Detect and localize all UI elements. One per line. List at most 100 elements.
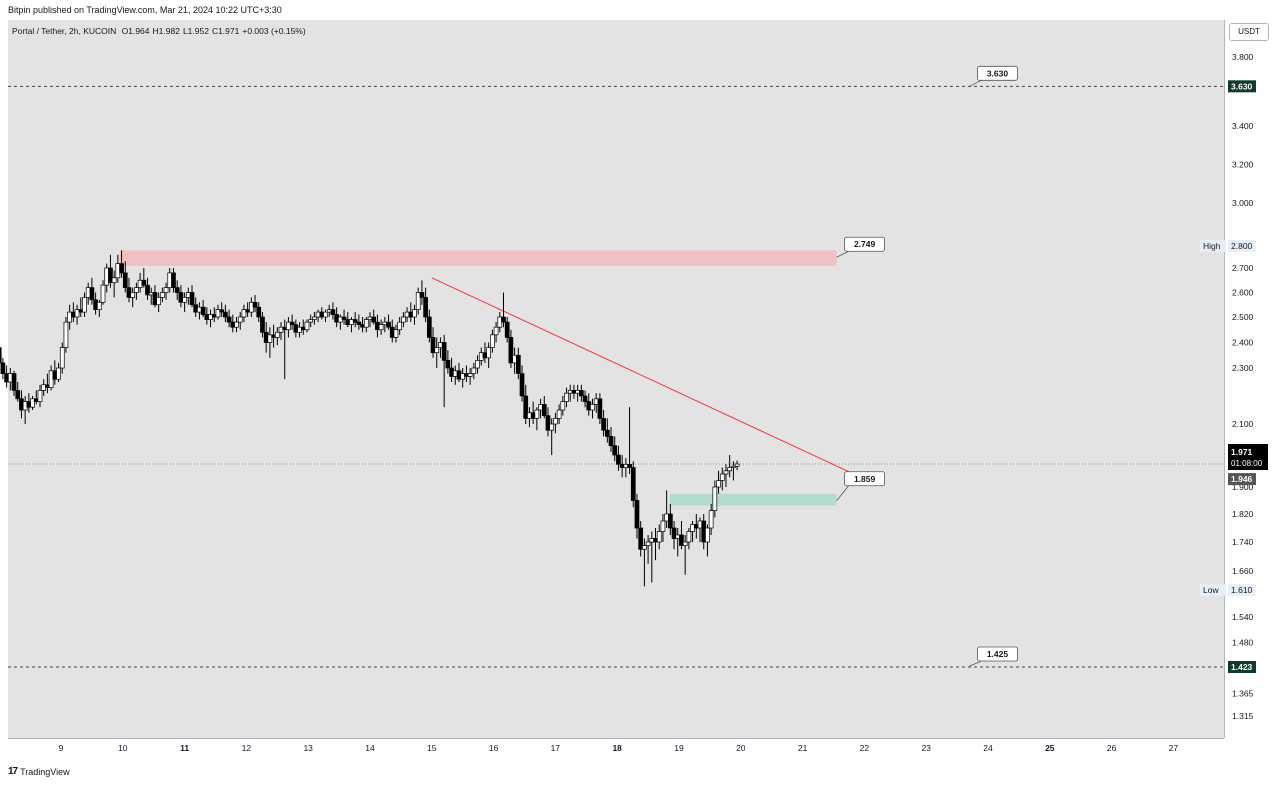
- candle-body: [356, 321, 362, 326]
- candle-body: [671, 527, 677, 539]
- chart-pane[interactable]: [8, 20, 1224, 738]
- candle-body: [541, 404, 547, 416]
- candle-body: [638, 527, 644, 550]
- time-axis[interactable]: [8, 738, 1224, 759]
- time-tick-label: 21: [798, 743, 808, 753]
- candle-body: [260, 316, 265, 333]
- time-tick-label: 27: [1169, 743, 1179, 753]
- candle-body: [490, 334, 495, 348]
- callout-label: 3.630: [987, 68, 1009, 78]
- candle-body: [560, 401, 566, 411]
- callout-pointer: [836, 250, 849, 258]
- legend-high: H1.982: [152, 26, 180, 36]
- time-tick-label: 13: [303, 743, 313, 753]
- candle-body: [100, 284, 106, 303]
- candle-body: [430, 337, 436, 354]
- callout-box: [977, 65, 1018, 81]
- candle-body: [267, 334, 273, 343]
- price-marker: [1228, 240, 1256, 252]
- candle-body: [493, 326, 499, 336]
- time-tick-label: 17: [551, 743, 561, 753]
- price-tick-label: 2.700: [1232, 263, 1254, 273]
- price-tick-label: 1.660: [1232, 566, 1254, 576]
- candle-body: [63, 321, 69, 348]
- candle-body: [501, 316, 506, 323]
- candle-body: [378, 324, 384, 331]
- candle-body: [56, 367, 61, 380]
- price-tick-label: 3.400: [1232, 121, 1254, 131]
- candle-body: [630, 467, 636, 501]
- candle-body: [642, 545, 647, 550]
- candle-body: [601, 418, 606, 431]
- footer-brand[interactable]: TradingView: [20, 766, 70, 777]
- legend-low: L1.952: [182, 26, 209, 36]
- candle-body: [323, 311, 328, 318]
- candle-body: [234, 321, 239, 328]
- time-tick-label: 12: [242, 743, 252, 753]
- time-tick-label: 15: [427, 743, 437, 753]
- price-axis[interactable]: [1224, 20, 1280, 738]
- candle-body: [37, 390, 43, 402]
- time-tick-label: 14: [365, 743, 375, 753]
- callout-pointer: [969, 660, 982, 667]
- candle-body: [111, 277, 117, 284]
- candle-body: [667, 513, 673, 529]
- candle-body: [712, 486, 718, 511]
- candle-body: [182, 297, 187, 303]
- support-zone: [669, 493, 837, 506]
- candle-body: [0, 347, 2, 364]
- price-tick-label: 3.200: [1232, 160, 1254, 170]
- price-tick-label: 1.480: [1232, 638, 1254, 648]
- candle-body: [475, 360, 480, 369]
- candle-body: [89, 287, 95, 301]
- last-price-marker: [1228, 444, 1268, 470]
- countdown-label: 01:08:00: [1231, 459, 1263, 468]
- currency-button[interactable]: USDT: [1229, 23, 1269, 41]
- candle-body: [579, 390, 584, 397]
- candle-body: [145, 284, 150, 296]
- price-marker: [1228, 584, 1256, 597]
- candle-body: [627, 463, 632, 468]
- price-tick-label: 2.400: [1232, 338, 1254, 348]
- candle-body: [486, 347, 492, 359]
- candle-body: [419, 292, 425, 298]
- candle-body: [727, 467, 733, 472]
- price-tick-label: 2.300: [1232, 363, 1254, 373]
- candle-body: [519, 373, 525, 397]
- price-tick-label: 1.900: [1232, 482, 1254, 492]
- callout-label: 2.749: [854, 239, 876, 249]
- candle-body: [401, 316, 406, 323]
- callout-label: 1.425: [987, 649, 1009, 659]
- price-tick-label: 2.500: [1232, 312, 1254, 322]
- candle-body: [556, 409, 562, 419]
- resistance-zone: [119, 250, 837, 266]
- candle-body: [397, 321, 403, 331]
- tradingview-logo-icon: 17: [8, 766, 18, 777]
- candle-body: [312, 316, 317, 320]
- candle-body: [723, 470, 729, 475]
- candle-body: [134, 287, 139, 293]
- candle-body: [679, 534, 684, 546]
- candle-body: [656, 531, 662, 543]
- price-marker-tag-label: High: [1203, 241, 1221, 251]
- candle-body: [274, 331, 280, 338]
- candle-body: [219, 309, 225, 313]
- candle-body: [645, 541, 651, 546]
- price-marker-tag-label: Low: [1203, 585, 1219, 595]
- prev-price-marker: [1228, 473, 1256, 486]
- candle-body: [352, 319, 358, 323]
- candle-body: [141, 279, 147, 286]
- price-tick-label: 1.820: [1232, 509, 1254, 519]
- candle-body: [612, 445, 618, 456]
- candle-body: [108, 267, 113, 284]
- price-tick-label: 1.540: [1232, 612, 1254, 622]
- candle-body: [504, 321, 510, 338]
- price-marker-tag: [1200, 584, 1226, 597]
- candle-body: [719, 473, 725, 481]
- price-tick-label: 3.000: [1232, 198, 1254, 208]
- candle-body: [160, 292, 165, 298]
- candle-body: [705, 527, 710, 543]
- candle-body: [174, 287, 180, 293]
- callout-pointer: [969, 79, 982, 87]
